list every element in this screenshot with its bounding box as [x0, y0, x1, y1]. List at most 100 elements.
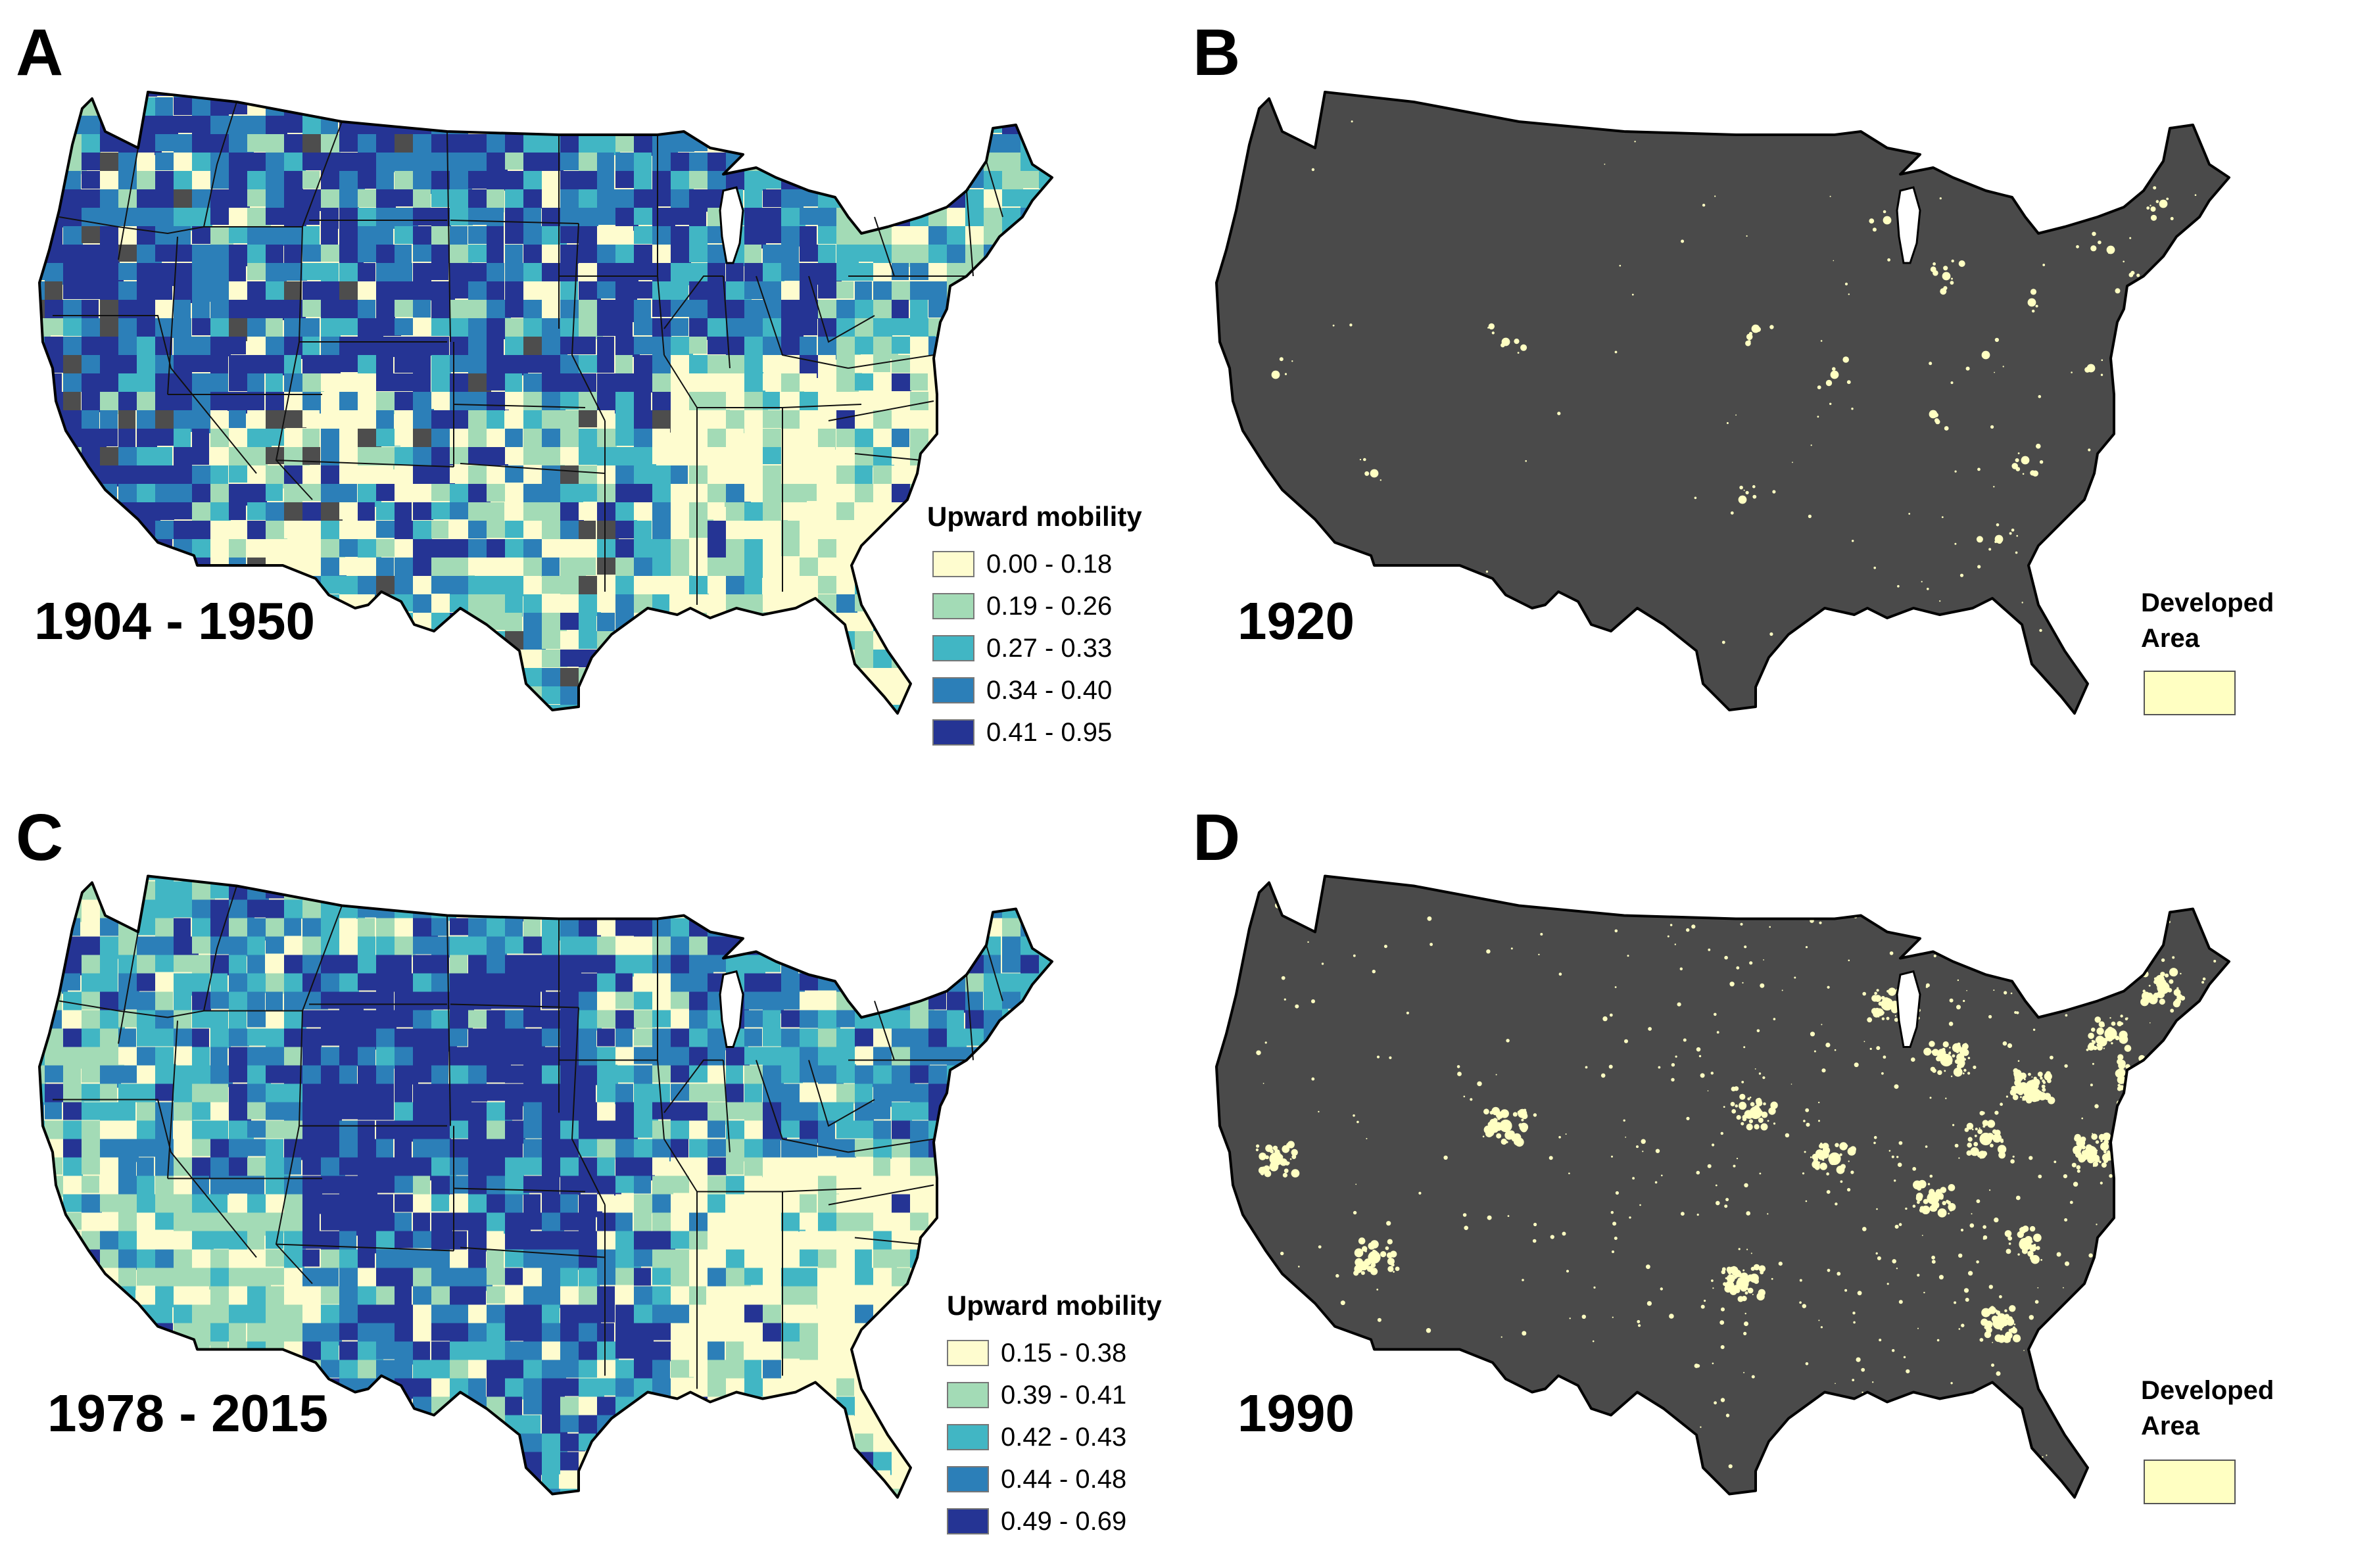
developed-area-dot	[2039, 629, 2042, 632]
county-cell	[284, 1360, 306, 1377]
county-cell	[431, 650, 454, 667]
county-cell	[1039, 465, 1052, 487]
county-cell	[450, 521, 471, 539]
county-cell	[487, 1378, 508, 1398]
developed-area-dot	[1353, 954, 1356, 957]
county-cell	[39, 97, 44, 118]
county-cell	[523, 337, 544, 356]
developed-area-dot	[1735, 414, 1737, 416]
county-cell	[652, 558, 671, 578]
county-cell	[1057, 447, 1078, 464]
county-cell	[321, 337, 341, 358]
county-cell	[321, 92, 341, 97]
county-cell	[358, 881, 375, 904]
county-cell	[376, 300, 395, 320]
county-cell	[763, 594, 781, 612]
county-cell	[984, 300, 1009, 321]
county-cell	[523, 355, 542, 373]
county-cell	[542, 300, 560, 318]
county-cell	[431, 1341, 452, 1361]
county-cell	[431, 1452, 450, 1473]
city-cluster	[2106, 245, 2115, 254]
county-cell	[174, 650, 191, 667]
county-cell	[523, 447, 543, 465]
county-cell	[984, 1212, 1009, 1232]
developed-area-dot	[1495, 1074, 1497, 1076]
county-cell	[744, 705, 767, 713]
county-cell	[1002, 1028, 1027, 1051]
county-cell	[302, 1083, 323, 1103]
county-cell	[744, 245, 761, 264]
county-cell	[100, 1452, 119, 1474]
developed-area-dot	[2221, 899, 2223, 901]
county-cell	[965, 881, 988, 900]
developed-area-dot	[2011, 529, 2015, 532]
county-cell	[965, 1157, 988, 1180]
county-cell	[413, 392, 434, 412]
developed-area-dot	[1921, 1414, 1924, 1416]
county-cell	[1057, 318, 1083, 341]
county-cell	[836, 705, 861, 713]
county-cell	[1039, 1268, 1052, 1291]
county-cell	[487, 1433, 512, 1453]
developed-area-dot	[2036, 443, 2041, 449]
county-cell	[1021, 245, 1043, 262]
county-cell	[615, 392, 635, 413]
county-cell	[395, 881, 413, 902]
developed-area-dot	[1851, 408, 1854, 410]
developed-area-dot	[2178, 1293, 2182, 1297]
county-cell	[781, 631, 804, 652]
county-cell	[910, 1083, 929, 1103]
county-cell	[63, 300, 82, 320]
developed-area-dot	[1284, 1168, 1289, 1174]
developed-area-dot	[2029, 1315, 2034, 1320]
county-cell	[855, 134, 880, 154]
developed-area-dot	[2046, 600, 2048, 602]
developed-area-dot	[1917, 1273, 1920, 1277]
county-cell	[39, 1139, 48, 1159]
developed-area-dot	[1792, 462, 1793, 463]
county-cell	[744, 1470, 769, 1493]
county-cell	[247, 1083, 268, 1103]
county-cell	[763, 1028, 783, 1047]
county-cell	[910, 558, 932, 581]
county-cell	[818, 1304, 839, 1325]
county-cell	[671, 1304, 690, 1325]
developed-area-dot	[2101, 1162, 2107, 1168]
county-cell	[744, 876, 764, 886]
county-cell	[855, 881, 880, 903]
county-cell	[487, 558, 508, 575]
developed-area-dot	[1948, 1212, 1950, 1215]
county-cell	[1039, 245, 1052, 263]
county-cell	[652, 876, 676, 886]
developed-area-dot	[1721, 640, 1725, 644]
county-cell	[615, 97, 637, 120]
county-cell	[984, 1194, 1003, 1216]
county-cell	[855, 1470, 878, 1494]
county-cell	[1039, 337, 1052, 357]
developed-area-dot	[1667, 683, 1669, 685]
county-cell	[63, 558, 84, 576]
county-cell	[726, 631, 745, 652]
county-cell	[1057, 392, 1076, 410]
county-cell	[100, 1304, 119, 1325]
county-cell	[229, 189, 250, 209]
county-cell	[634, 705, 658, 713]
developed-area-dot	[2017, 903, 2020, 906]
county-cell	[634, 1212, 652, 1231]
county-cell	[836, 263, 857, 281]
county-cell	[836, 1304, 855, 1322]
county-cell	[910, 613, 931, 634]
county-cell	[652, 300, 673, 317]
county-cell	[744, 1194, 762, 1216]
county-cell	[523, 1010, 544, 1028]
county-cell	[671, 650, 689, 671]
county-cell	[615, 705, 633, 713]
county-cell	[395, 1231, 413, 1248]
county-cell	[652, 973, 672, 993]
county-cell	[302, 373, 324, 395]
county-cell	[836, 171, 861, 188]
county-cell	[174, 955, 193, 972]
county-cell	[836, 881, 857, 905]
developed-area-dot	[2067, 1321, 2070, 1323]
